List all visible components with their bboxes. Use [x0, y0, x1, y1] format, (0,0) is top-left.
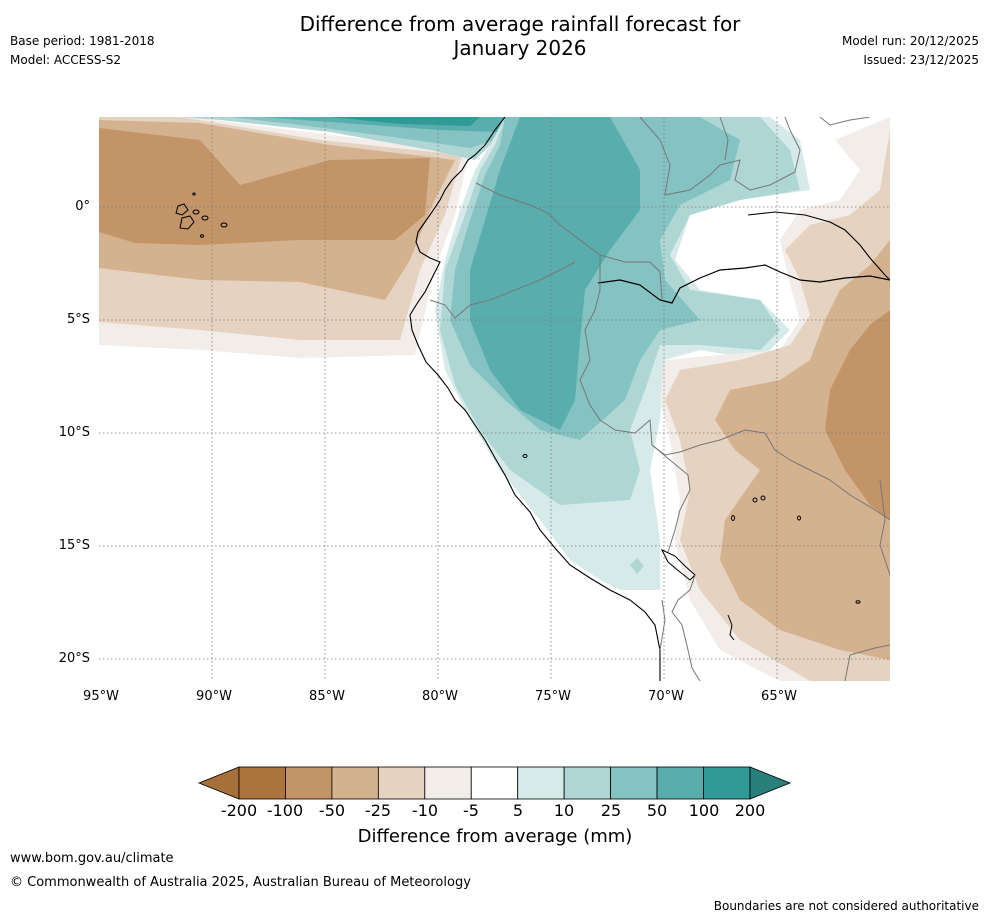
inland-lakes — [522, 454, 861, 641]
wet-anomaly-south-pocket — [630, 558, 644, 574]
lat-label-10s: 10°S — [58, 425, 90, 440]
footer-disclaimer: Boundaries are not considered authoritat… — [713, 899, 979, 913]
colorbar-cell-9 — [610, 766, 658, 800]
colorbar-extend-right — [749, 766, 792, 800]
colorbar-extend-left — [197, 766, 240, 800]
cb-tick-11: 100 — [688, 801, 720, 820]
colorbar-cell-11 — [703, 766, 751, 800]
colorbar-cell-7 — [517, 766, 565, 800]
model-text: Model: ACCESS-S2 — [10, 53, 122, 67]
cb-tick-2: -100 — [266, 801, 304, 820]
south-america-coastline — [409, 117, 661, 681]
lon-label-80w: 80°W — [422, 689, 458, 704]
lon-label-75w: 75°W — [535, 689, 571, 704]
cb-tick-6: -5 — [463, 801, 479, 820]
cb-tick-9: 25 — [600, 801, 622, 820]
wet-anomaly-andes-50 — [470, 117, 640, 430]
cb-tick-12: 200 — [734, 801, 766, 820]
dry-anomaly-west-pacific-50 — [99, 128, 430, 245]
cb-tick-8: 10 — [553, 801, 575, 820]
footer-copyright: © Commonwealth of Australia 2025, Austra… — [10, 875, 471, 890]
galapagos-islands — [175, 192, 228, 238]
colorbar — [197, 766, 792, 800]
colorbar-cell-6 — [470, 766, 519, 800]
northeast-coast — [747, 211, 890, 281]
lon-label-70w: 70°W — [648, 689, 684, 704]
country-borders — [429, 117, 890, 681]
issued-text: Issued: 23/12/2025 — [863, 53, 979, 67]
model-run-text: Model run: 20/12/2025 — [841, 34, 979, 48]
cb-tick-4: -25 — [364, 801, 392, 820]
dry-anomaly-east-50 — [825, 310, 890, 520]
chart-title: Difference from average rainfall forecas… — [299, 12, 741, 60]
cb-tick-10: 50 — [646, 801, 668, 820]
colorbar-cells — [238, 766, 751, 800]
cb-tick-7: 5 — [512, 801, 524, 820]
colorbar-cell-8 — [563, 766, 612, 800]
meta-left: Base period: 1981-2018 Model: ACCESS-S2 — [10, 32, 155, 70]
colorbar-cell-2 — [285, 766, 333, 800]
amazon-river — [597, 264, 890, 304]
colorbar-cell-5 — [424, 766, 472, 800]
colorbar-cell-1 — [238, 766, 286, 800]
lon-label-85w: 85°W — [309, 689, 345, 704]
colorbar-cell-10 — [656, 766, 704, 800]
meta-right: Model run: 20/12/2025 Issued: 23/12/2025 — [842, 32, 979, 70]
cb-tick-1: -200 — [220, 801, 258, 820]
wet-anomaly-north-100 — [330, 117, 480, 126]
colorbar-cell-3 — [331, 766, 379, 800]
colorbar-cell-4 — [377, 766, 426, 800]
base-period-text: Base period: 1981-2018 — [10, 34, 155, 48]
lat-label-0: 0° — [75, 199, 90, 214]
footer-url: www.bom.gov.au/climate — [10, 851, 174, 866]
lat-label-15s: 15°S — [58, 538, 90, 553]
cb-tick-3: -50 — [318, 801, 346, 820]
lat-label-20s: 20°S — [58, 651, 90, 666]
lon-label-90w: 90°W — [196, 689, 232, 704]
map-panel — [99, 117, 890, 681]
lat-label-5s: 5°S — [66, 312, 90, 327]
colorbar-title: Difference from average (mm) — [357, 826, 633, 847]
cb-tick-5: -10 — [411, 801, 439, 820]
lon-label-65w: 65°W — [761, 689, 797, 704]
dry-anomaly-east-25 — [715, 240, 890, 660]
lon-label-95w: 95°W — [83, 689, 119, 704]
lake-titicaca — [660, 548, 696, 581]
